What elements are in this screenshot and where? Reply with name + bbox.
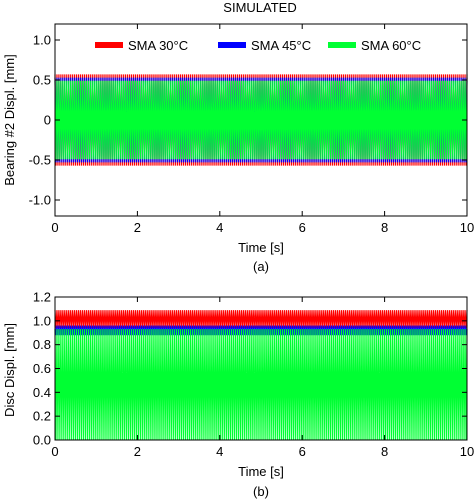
y-tick-label: 1.0 — [33, 313, 51, 328]
x-tick-label: 4 — [216, 444, 223, 459]
y-tick-label: 0.0 — [33, 433, 51, 448]
x-tick-label: 6 — [299, 444, 306, 459]
x-tick-label: 10 — [460, 444, 474, 459]
x-tick-label: 2 — [134, 444, 141, 459]
y-tick-label: -1.0 — [29, 193, 51, 208]
y-tick-label: 1.0 — [33, 33, 51, 48]
y-tick-label: 0.8 — [33, 337, 51, 352]
x-tick-label: 4 — [216, 220, 223, 235]
legend-swatch — [328, 42, 356, 48]
panel-a: 0 2 4 6 8 10-1.0-0.500.51.0 SMA 30°C SMA 45°C S… — [2, 23, 474, 274]
legend-label: SMA 30°C — [128, 38, 188, 53]
x-tick-label: 10 — [460, 220, 474, 235]
panel-a-ylabel: Bearing #2 Displ. [mm] — [2, 54, 17, 186]
legend-entry: SMA 60°C — [328, 38, 421, 53]
series-line-1 — [54, 310, 468, 329]
x-tick-label: 0 — [51, 220, 58, 235]
panel-b-ylabel: Disc Displ. [mm] — [2, 323, 17, 417]
x-tick-label: 2 — [134, 220, 141, 235]
legend-label: SMA 45°C — [251, 38, 311, 53]
series-line-2 — [54, 325, 468, 336]
y-tick-label: 1.2 — [33, 290, 51, 305]
panel-b-xlabel: Time [s] — [238, 464, 284, 479]
panel-a-series — [54, 74, 468, 166]
panel-b-ticks: 0 2 4 6 8 10 0.0 0.2 0.4 0.6 0.8 1.0 1.2 — [33, 290, 474, 460]
series-line-3 — [54, 80, 468, 160]
figure-title: SIMULATED — [223, 0, 296, 15]
y-tick-label: 0.5 — [33, 73, 51, 88]
legend-label: SMA 60°C — [361, 38, 421, 53]
panel-a-caption: (a) — [253, 259, 269, 274]
y-tick-label: 0.2 — [33, 409, 51, 424]
legend-swatch — [218, 42, 246, 48]
x-tick-label: 6 — [299, 220, 306, 235]
y-tick-label: -0.5 — [29, 153, 51, 168]
panel-b: 0 2 4 6 8 10 0.0 0.2 0.4 0.6 0.8 1.0 1.2 Disc Displ.… — [2, 290, 474, 500]
legend-entry: SMA 45°C — [218, 38, 311, 53]
x-tick-label: 0 — [51, 444, 58, 459]
series-line-1 — [54, 74, 468, 166]
y-tick-label: 0 — [44, 113, 51, 128]
y-tick-label: 0.6 — [33, 361, 51, 376]
panel-b-caption: (b) — [253, 484, 269, 499]
panel-a-ticks: 0 2 4 6 8 10 -1.0 -0.5 0 0.5 1.0 — [29, 24, 474, 235]
panel-a-xlabel: Time [s] — [238, 240, 284, 255]
legend-swatch — [95, 42, 123, 48]
legend-box — [90, 32, 450, 58]
legend-entry: SMA 30°C — [95, 38, 188, 53]
x-tick-label: 8 — [381, 220, 388, 235]
x-tick-label: 8 — [381, 444, 388, 459]
series-line-2 — [54, 77, 468, 163]
panel-a-legend: SMA 30°C SMA 45°C SMA 60°C — [90, 32, 450, 58]
series-line-3 — [54, 329, 468, 441]
panel-b-series — [54, 310, 468, 441]
y-tick-label: 0.4 — [33, 385, 51, 400]
